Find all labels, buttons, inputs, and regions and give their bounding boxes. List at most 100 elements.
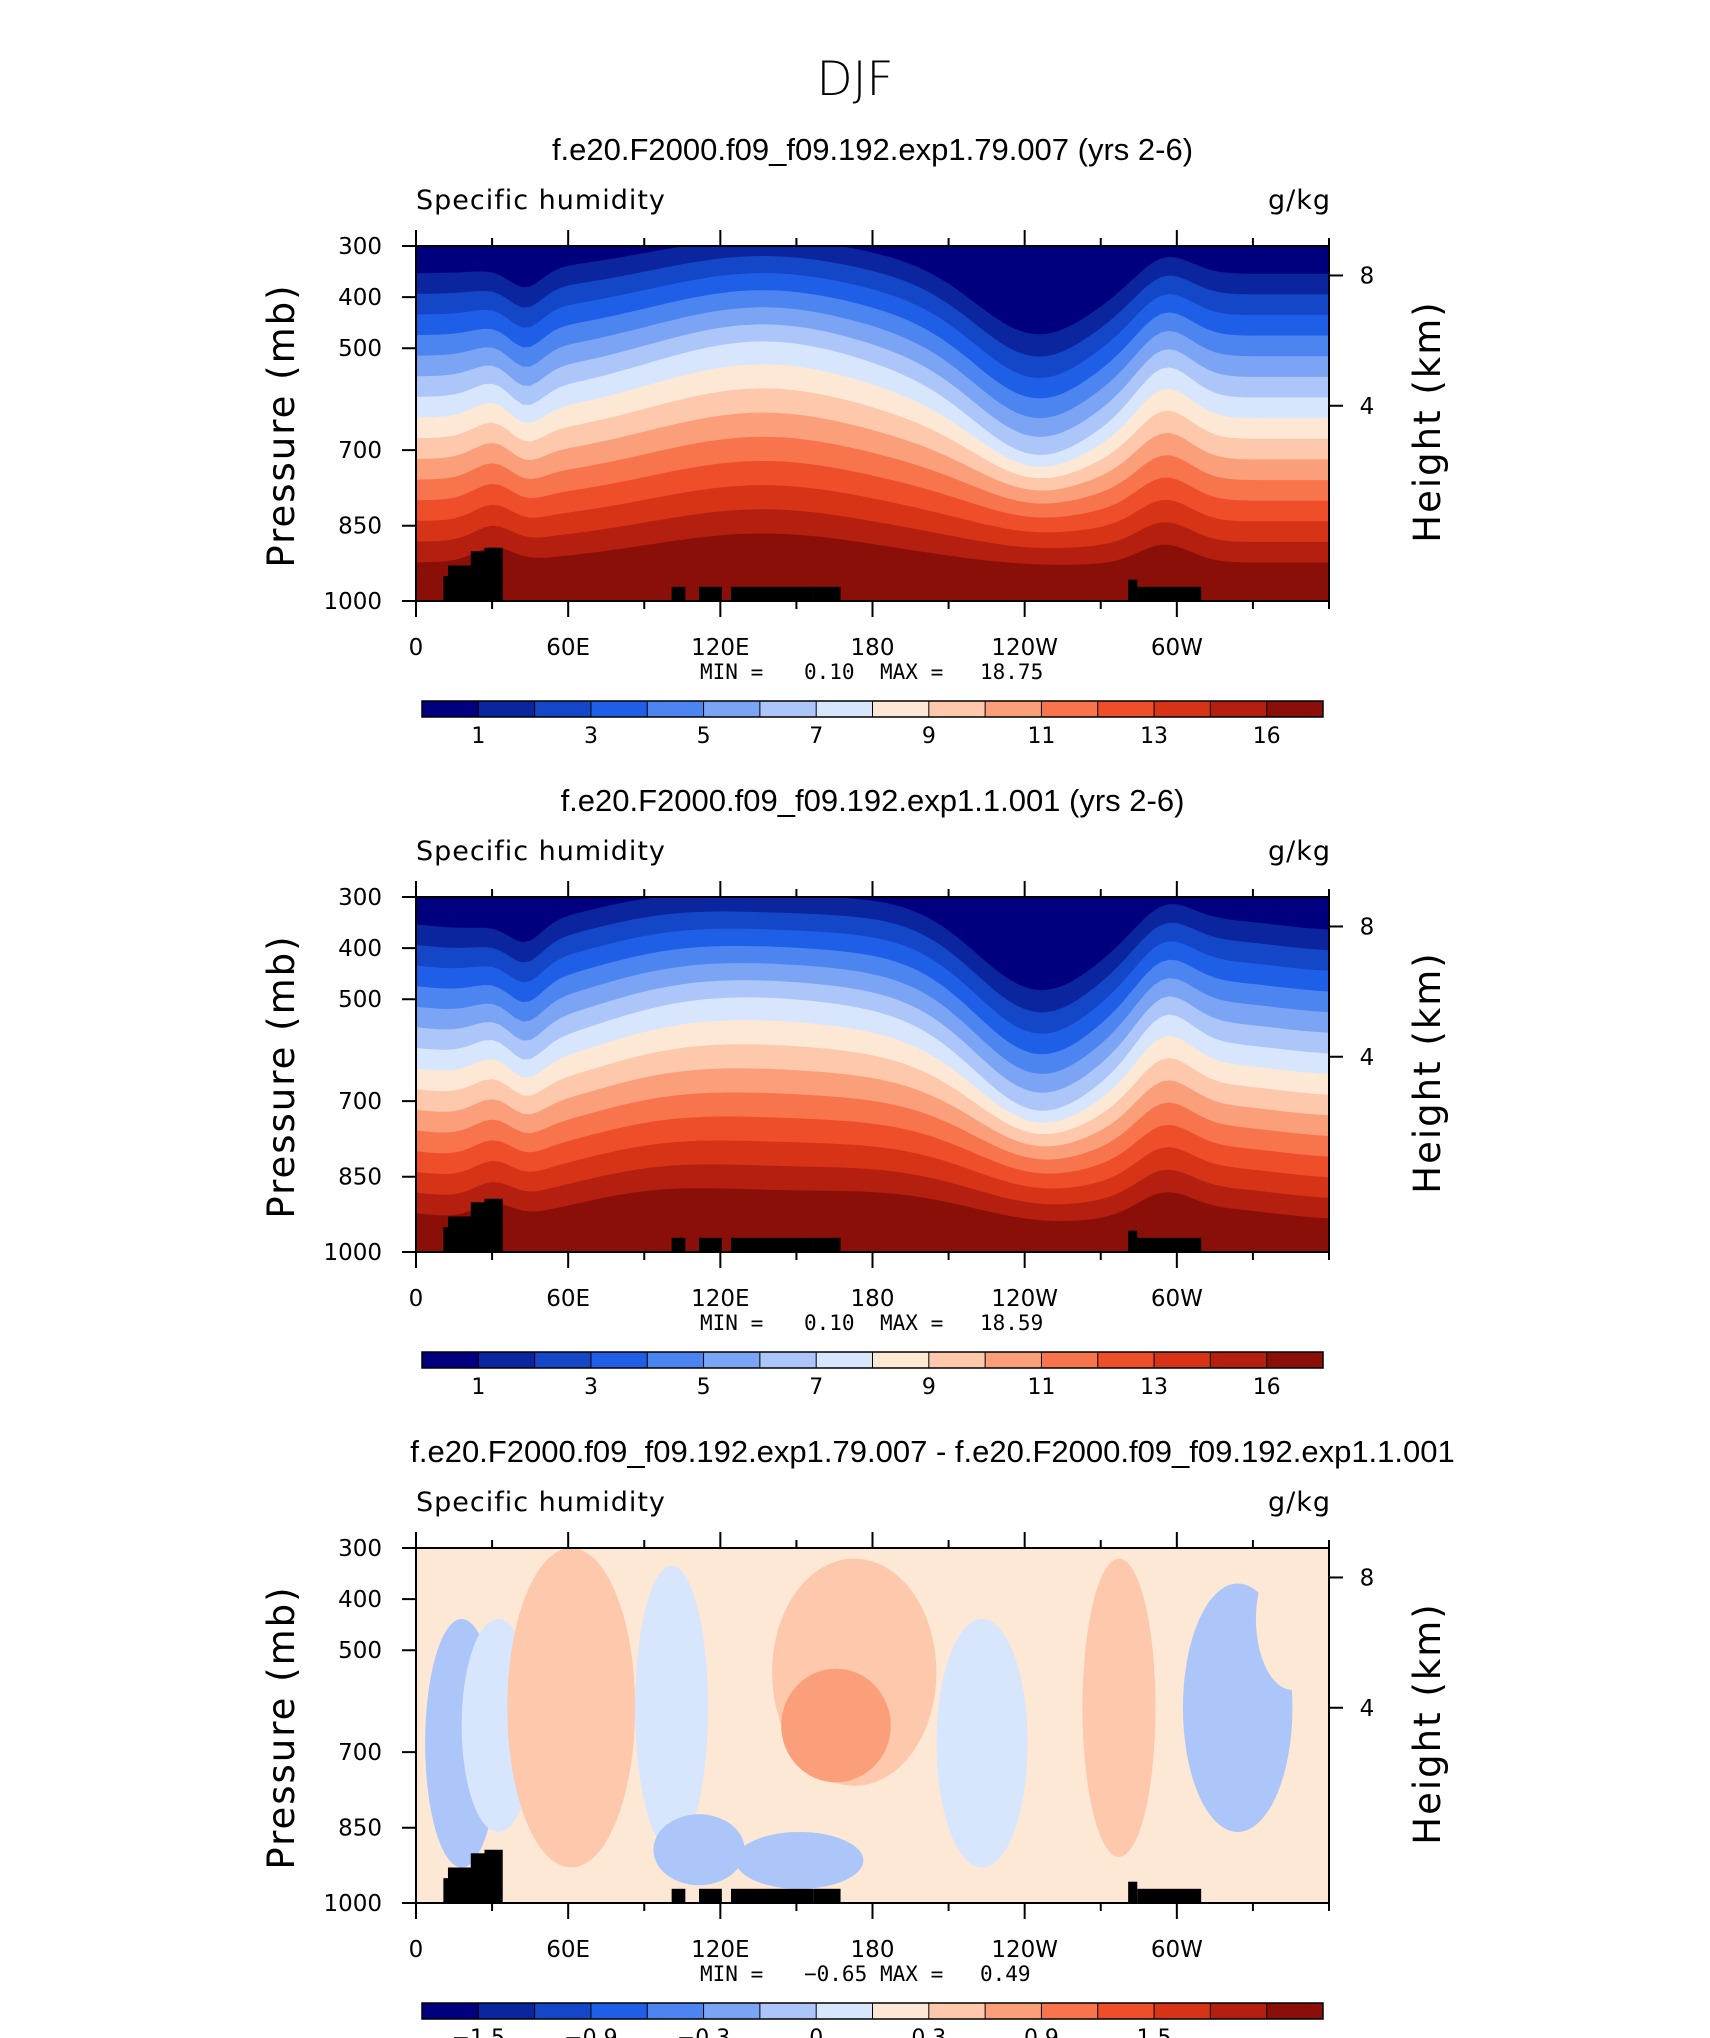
x-tick-label: 120E [691,1286,749,1312]
x-tick-label: 60W [1151,1286,1203,1312]
colorbar-swatch [422,1352,479,1368]
colorbar-frame [421,700,1324,718]
colorbar-label: 16 [1253,1375,1281,1400]
colorbar-swatch [534,1352,592,1368]
colorbar-swatch [1097,701,1155,717]
left-label: Specific humidity [416,1487,666,1518]
colorbar-label: 3 [584,1375,598,1400]
colorbar-swatch [1266,701,1324,717]
colorbar-label: 9 [922,1375,936,1400]
topography-block [730,1237,814,1252]
x-tick-label: 60E [546,1937,590,1963]
y-right-tick-label: 8 [1360,263,1375,289]
contour-blob [781,1668,891,1783]
x-tick-label: 0 [409,1937,424,1963]
x-tick-label: 180 [851,635,895,661]
max-value: 18.59 [980,1311,1043,1335]
topography-block [730,586,814,601]
topography-block [730,1888,814,1903]
min-value: 0.10 [804,1311,855,1335]
colorbar-swatch [816,1352,873,1368]
topography-block [1137,1237,1202,1252]
max-value: 18.75 [980,660,1043,684]
colorbar-swatch [1266,2003,1324,2019]
colorbar-swatch [759,2003,817,2019]
x-tick-label: 60W [1151,635,1203,661]
colorbar-label: 11 [1027,724,1055,749]
colorbar-swatch [928,1352,986,1368]
min-value: −0.65 [804,1962,867,1986]
y-tick-label: 300 [338,1536,382,1562]
y-tick-label: 500 [338,336,382,362]
colorbar-swatch [1154,2003,1211,2019]
colorbar-swatch [1210,701,1268,717]
contour-blob [936,1619,1028,1868]
y-tick-label: 1000 [323,1240,382,1266]
colorbar-swatch [534,2003,592,2019]
colorbar-swatch [872,1352,930,1368]
colorbar-label: 1 [471,1375,485,1400]
colorbar-swatch [478,701,536,717]
colorbar-swatch [1041,1352,1099,1368]
y-tick-label: 500 [338,987,382,1013]
x-tick-label: 120W [991,1286,1058,1312]
panel-title: f.e20.F2000.f09_f09.192.exp1.79.007 (yrs… [552,132,1193,167]
colorbar-label: 0.9 [1024,2026,1059,2038]
topography-block [447,1216,476,1252]
y-right-axis-title: Height (km) [1406,1602,1449,1844]
colorbar-swatch [1154,1352,1211,1368]
left-label: Specific humidity [416,836,666,867]
y-tick-label: 400 [338,1587,382,1613]
colorbar-swatch [534,701,592,717]
colorbar-swatch [1097,1352,1155,1368]
y-tick-label: 300 [338,885,382,911]
colorbar-swatch [985,1352,1042,1368]
topography-block [1128,1230,1138,1252]
y-right-tick-label: 4 [1360,1696,1375,1722]
colorbar-label: −1.5 [452,2026,505,2038]
colorbar-swatch [703,1352,761,1368]
topography-block [813,1888,841,1903]
field [416,1548,1329,1903]
colorbar-label: 9 [922,724,936,749]
field [416,897,1329,1252]
topography-block [484,1849,503,1903]
colorbar-swatch [703,2003,761,2019]
x-tick-label: 180 [851,1937,895,1963]
colorbar-label: 3 [584,724,598,749]
topography-block [1137,1888,1202,1903]
colorbar-swatch [647,1352,705,1368]
colorbar-label: 1.5 [1137,2026,1172,2038]
y-right-tick-label: 4 [1360,1045,1375,1071]
contour-band [416,1188,1329,1252]
right-label: g/kg [1268,1487,1331,1518]
topography-block [447,565,476,601]
colorbar-swatch [985,701,1042,717]
colorbar-swatch [928,701,986,717]
left-label: Specific humidity [416,185,666,216]
x-tick-label: 180 [851,1286,895,1312]
colorbar-label: 7 [809,1375,823,1400]
right-label: g/kg [1268,185,1331,216]
panel-title: f.e20.F2000.f09_f09.192.exp1.79.007 - f.… [410,1434,1455,1469]
colorbar-swatch [985,2003,1042,2019]
panel-2: f.e20.F2000.f09_f09.192.exp1.1.001 (yrs … [260,783,1449,1400]
panel-3: f.e20.F2000.f09_f09.192.exp1.79.007 - f.… [260,1434,1455,2038]
topography-block [484,1198,503,1252]
colorbar-swatch [1266,1352,1324,1368]
topography-block [1128,579,1138,601]
colorbar-label: 7 [809,724,823,749]
colorbar-swatch [647,2003,705,2019]
x-tick-label: 0 [409,635,424,661]
colorbar-label: 13 [1140,724,1168,749]
topography-block [813,1237,841,1252]
contour-blob [735,1832,864,1889]
colorbar-label: 13 [1140,1375,1168,1400]
x-tick-label: 0 [409,1286,424,1312]
y-tick-label: 1000 [323,589,382,615]
colorbar-label: 16 [1253,724,1281,749]
colorbar-swatch [872,701,930,717]
x-tick-label: 120W [991,1937,1058,1963]
min-label: MIN = [700,1311,763,1335]
y-axis-title: Pressure (mb) [260,934,303,1218]
